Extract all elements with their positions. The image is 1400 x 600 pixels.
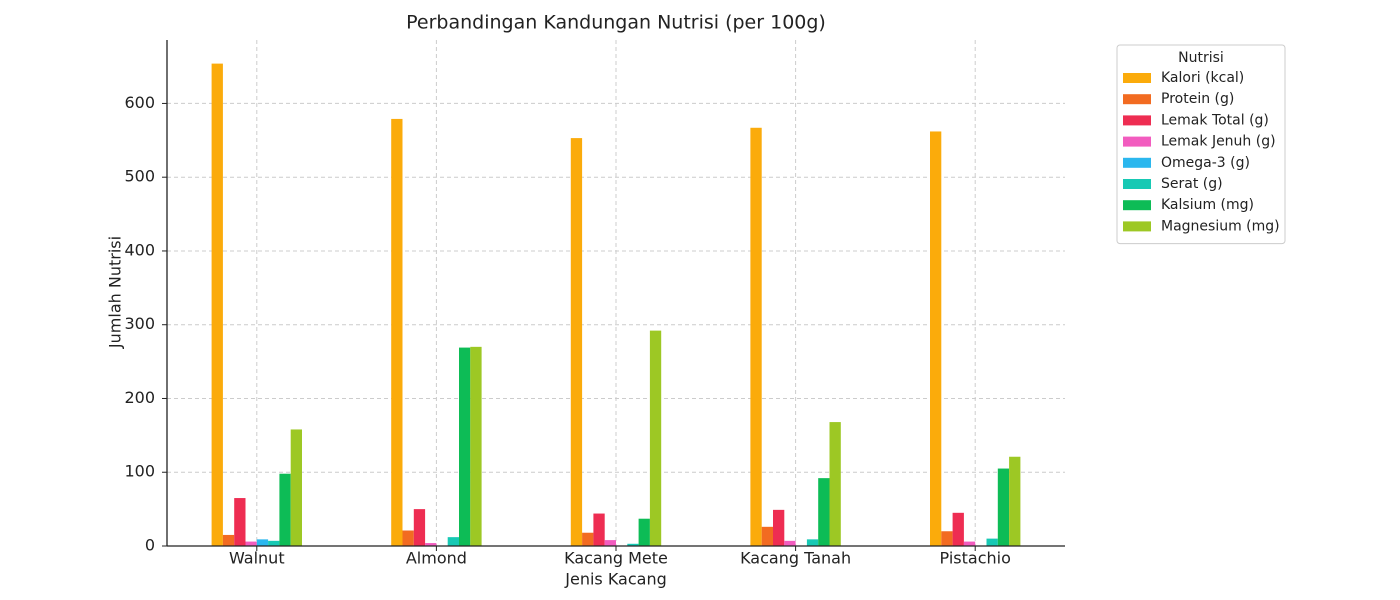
bar [604, 540, 616, 546]
legend-box [1116, 44, 1286, 245]
legend-swatch [1123, 179, 1151, 189]
bar [761, 526, 773, 546]
bar [245, 541, 257, 546]
bar [997, 468, 1010, 546]
bar [1009, 456, 1021, 546]
legend-swatch [1123, 200, 1151, 211]
bar [941, 531, 953, 546]
bar [963, 541, 976, 546]
bar [234, 498, 246, 546]
bar [268, 540, 280, 546]
legend-label: Omega-3 (g) [1161, 155, 1250, 171]
bar [290, 429, 302, 546]
bar [211, 63, 223, 546]
legend-label: Magnesium (mg) [1161, 218, 1280, 234]
bar [986, 538, 998, 546]
bar [784, 540, 796, 546]
bar [952, 512, 964, 546]
bar [459, 347, 471, 546]
bar [425, 543, 437, 546]
bar [279, 473, 291, 546]
y-tick-label: 400 [124, 240, 155, 259]
bar [402, 530, 414, 546]
bar [222, 534, 235, 546]
y-tick-label: 300 [124, 314, 155, 333]
chart-title: Perbandingan Kandungan Nutrisi (per 100g… [406, 12, 826, 34]
legend-label: Lemak Jenuh (g) [1161, 134, 1276, 150]
legend-label: Kalori (kcal) [1161, 70, 1244, 86]
legend-swatch [1123, 136, 1151, 147]
x-tick-label: Kacang Mete [564, 549, 668, 568]
y-tick-label: 600 [124, 93, 155, 112]
bar [570, 138, 583, 546]
bar [806, 539, 819, 546]
bar [638, 518, 650, 546]
x-tick-label: Walnut [229, 549, 285, 568]
bar [582, 532, 594, 546]
legend-swatch [1123, 221, 1151, 232]
bar [593, 513, 605, 546]
legend-label: Kalsium (mg) [1161, 197, 1254, 213]
bar [447, 537, 459, 546]
y-axis-label: Jumlah Nutrisi [106, 236, 125, 349]
y-tick-label: 0 [145, 536, 155, 555]
bar [750, 127, 762, 546]
legend-label: Lemak Total (g) [1161, 112, 1269, 128]
legend-swatch [1123, 115, 1151, 126]
bar [627, 543, 639, 546]
y-tick-label: 500 [124, 167, 155, 186]
legend-swatch [1123, 73, 1151, 83]
y-tick-label: 100 [124, 462, 155, 481]
legend-swatch [1123, 157, 1151, 168]
legend-label: Protein (g) [1161, 91, 1234, 107]
legend-title: Nutrisi [1178, 50, 1224, 66]
bar [829, 422, 841, 546]
bar [256, 539, 269, 546]
x-tick-label: Almond [406, 549, 467, 568]
x-tick-label: Kacang Tanah [740, 549, 851, 568]
bar [818, 478, 830, 546]
bar [930, 131, 942, 546]
bar [391, 118, 403, 547]
legend-swatch [1123, 94, 1151, 105]
bar [470, 346, 482, 546]
bar [773, 509, 785, 546]
y-tick-label: 200 [124, 388, 155, 407]
x-tick-label: Pistachio [940, 549, 1011, 568]
x-axis-label: Jenis Kacang [564, 570, 666, 589]
bar [649, 330, 662, 546]
bar [413, 509, 426, 546]
legend-label: Serat (g) [1161, 176, 1223, 192]
